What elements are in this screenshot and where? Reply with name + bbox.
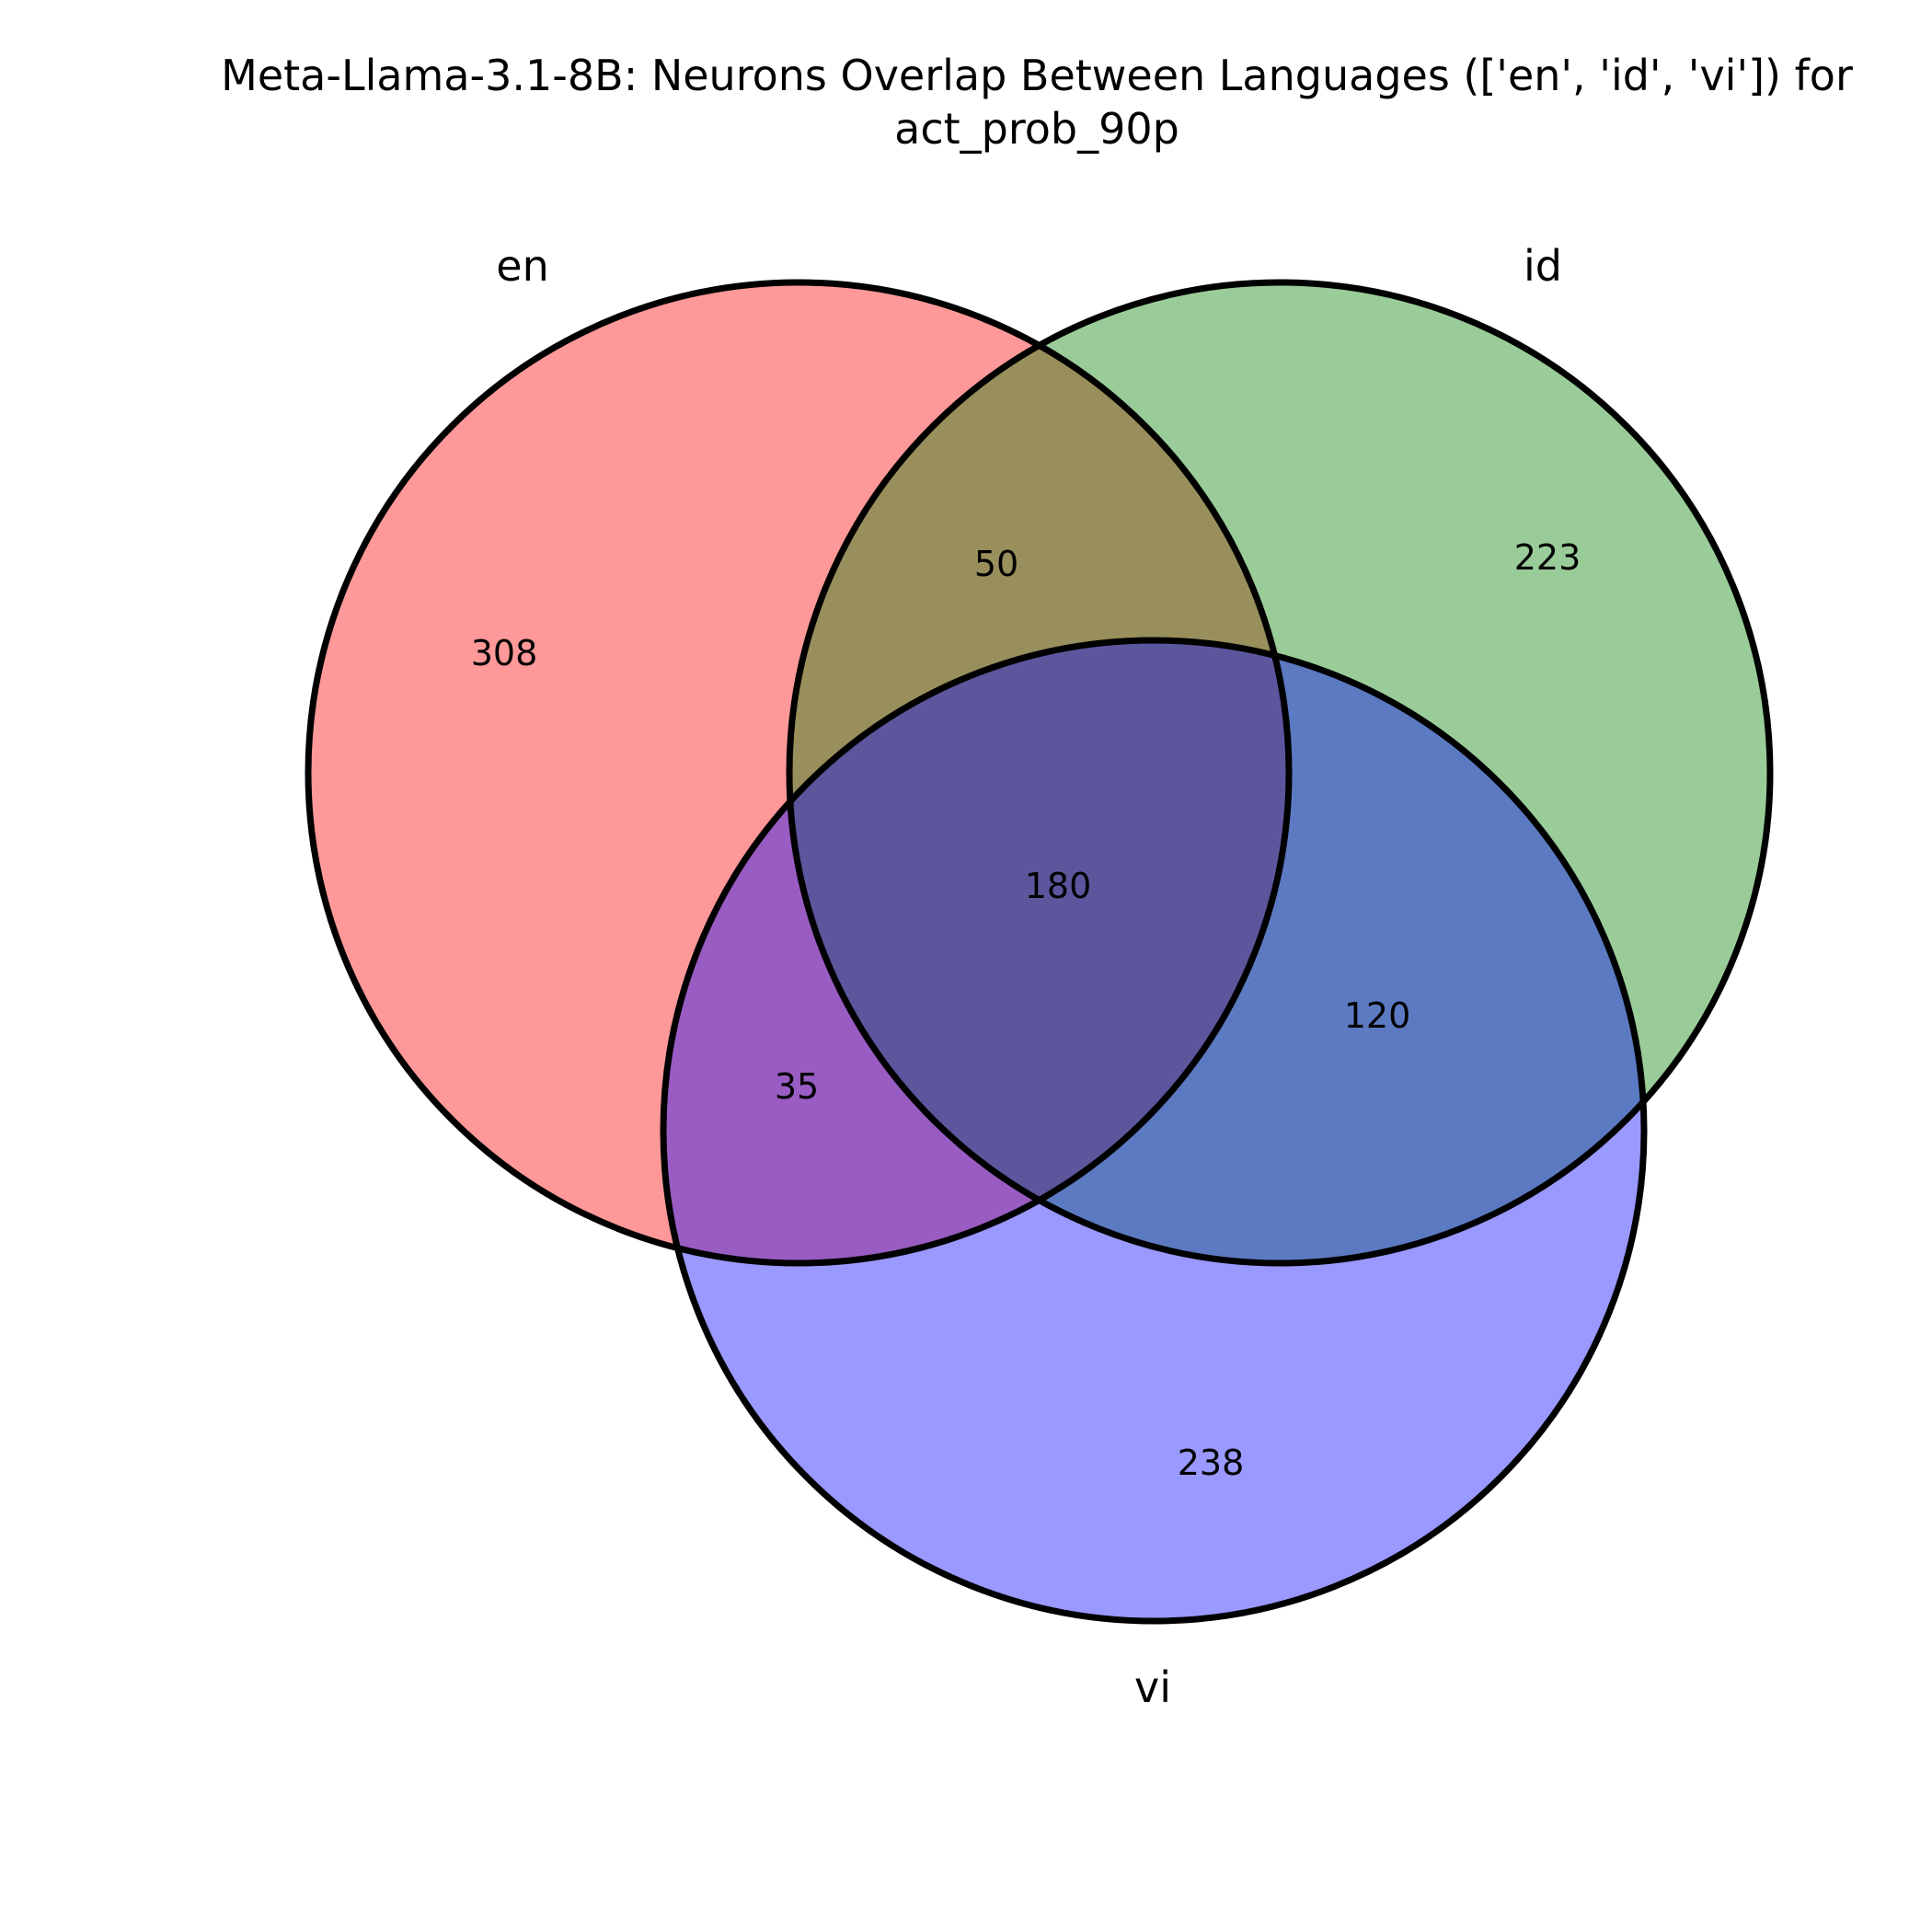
set-outlines <box>305 279 1774 1625</box>
set-circle-id <box>789 282 1770 1263</box>
set-label-en: en <box>496 241 548 291</box>
set-fills <box>308 282 1770 1621</box>
set-outline-en <box>305 279 1293 1267</box>
region-label-id-vi: 120 <box>1344 995 1411 1036</box>
set-circle-en <box>308 282 1289 1263</box>
chart-title-line1: Meta-Llama-3.1-8B: Neurons Overlap Betwe… <box>221 51 1853 100</box>
region-label-en-vi: 35 <box>775 1066 819 1107</box>
set-circle-vi <box>663 640 1644 1621</box>
region-label-en-id-vi: 180 <box>1025 866 1092 906</box>
set-label-vi: vi <box>1134 1662 1171 1712</box>
region-label-id-only: 223 <box>1514 537 1581 578</box>
region-label-en-only: 308 <box>471 633 538 673</box>
set-outline-vi <box>660 637 1648 1625</box>
region-label-en-id: 50 <box>974 544 1018 584</box>
region-label-vi-only: 238 <box>1178 1443 1245 1483</box>
set-outline-id <box>786 279 1774 1267</box>
chart-title-line2: act_prob_90p <box>894 104 1179 154</box>
set-label-id: id <box>1524 241 1562 291</box>
